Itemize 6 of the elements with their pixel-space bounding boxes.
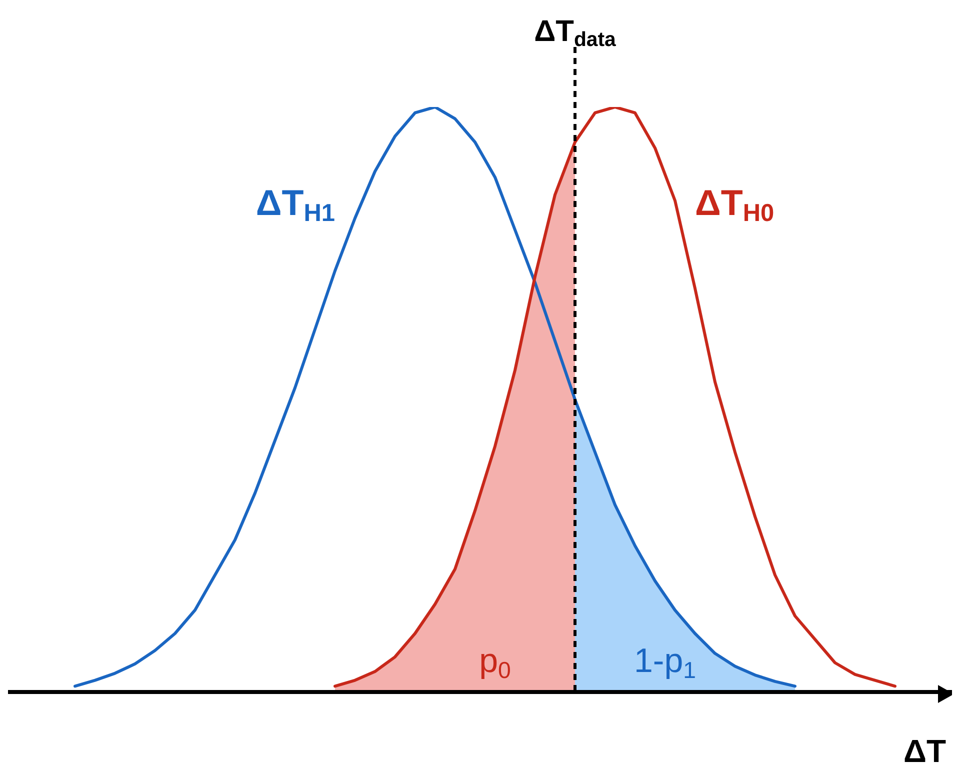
series-label: p$_{0}$ xyxy=(479,642,511,683)
x-axis-title: ΔT xyxy=(903,733,946,769)
series-label: ΔT$_{H0}$ xyxy=(695,182,774,228)
series-label: ΔT$_{H1}$ xyxy=(256,182,335,228)
series-label: 1-p$_{1}$ xyxy=(634,642,696,683)
text: ΔT$_{data}$ xyxy=(534,15,617,51)
